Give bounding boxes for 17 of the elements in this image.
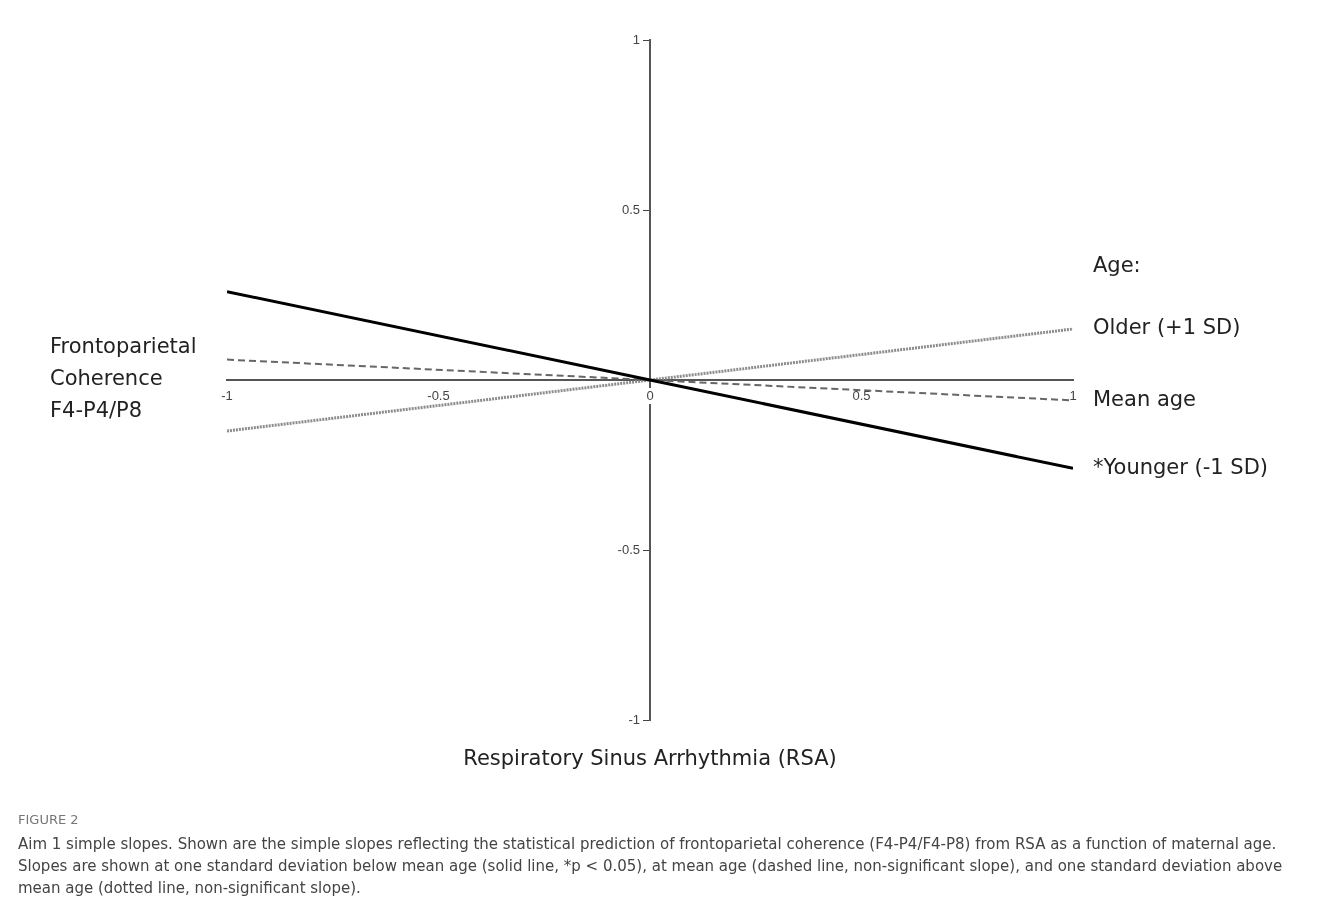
- x-tick-label: 1: [1069, 387, 1077, 403]
- y-tick-label: -1: [628, 711, 640, 727]
- x-tick-label: 0: [646, 387, 654, 403]
- y-tick-label: 0.5: [621, 201, 640, 217]
- y-tick-label: 1: [632, 31, 640, 47]
- legend-title: Age:: [1093, 253, 1141, 278]
- y-axis-title: Frontoparietal Coherence F4-P4/P8: [50, 334, 197, 423]
- text: Aim 1 simple slopes. Shown are the simple slopes reflecting the statistical prediction of frontoparietal coherence (F4-P4/F4-P8) from RSA as a function of maternal age. Slopes are shown at one standard deviation below mean age (solid line, *p < 0.05), at mean age (dashed line, non-significant slope), and one standard deviation above mean age (dotted line, non-significant slope).: [18, 834, 1284, 899]
- series-label: Mean age: [1093, 386, 1197, 411]
- caption: FIGURE 2: [18, 812, 80, 827]
- y-tick-label: -0.5: [617, 541, 640, 557]
- x-tick-label: -1: [221, 387, 233, 403]
- x-tick-label: 0.5: [852, 387, 871, 403]
- series-label: *Younger (-1 SD): [1093, 454, 1269, 479]
- x-axis-title: Respiratory Sinus Arrhythmia (RSA): [463, 746, 837, 771]
- series-label: Older (+1 SD): [1093, 315, 1241, 340]
- x-tick-label: -0.5: [427, 387, 450, 403]
